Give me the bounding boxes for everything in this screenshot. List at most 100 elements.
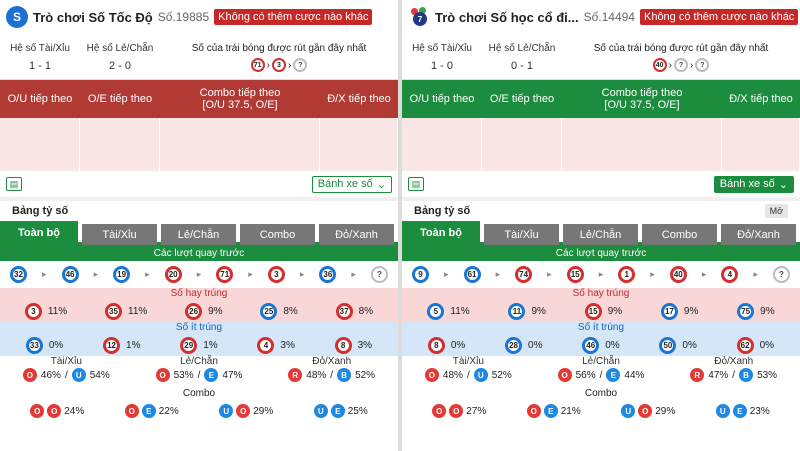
arrow-icon: › — [288, 59, 292, 71]
oe-a-percent: 53% — [173, 369, 194, 381]
result-u-icon: U — [473, 368, 488, 382]
game-logo-icon: S — [6, 6, 28, 28]
combo-percentages: Combo O O 24% O E 22% U O 29% U E 25% — [0, 386, 398, 422]
ball-4: 4 — [721, 266, 739, 283]
cold-number-item: 12 1% — [103, 336, 141, 354]
recent-balls: 40 ›? ›? — [562, 58, 800, 72]
ball-3: 3 — [267, 266, 285, 283]
hot-number-item: 35 11% — [105, 302, 147, 320]
rb-next-cell[interactable] — [320, 118, 398, 170]
oe-label: Lẻ/Chẵn — [180, 356, 218, 367]
hot-number-item: 26 9% — [185, 302, 223, 320]
combo-label: Combo — [182, 388, 216, 399]
game-panel-speed: S Trò chơi Số Tốc Độ Số.19885 Không có t… — [0, 0, 398, 451]
ball-15: 15 — [566, 266, 584, 283]
frequency-percent: 11% — [450, 305, 470, 317]
oe-a-percent: 56% — [575, 369, 596, 381]
rb-b-percent: 52% — [355, 369, 376, 381]
oe-b-percent: 44% — [624, 369, 645, 381]
cold-numbers-label: Số ít trúng — [577, 322, 625, 333]
tab-0[interactable]: Toàn bộ — [0, 221, 78, 245]
ball-61: 61 — [463, 266, 481, 283]
open-button[interactable]: Mở — [764, 204, 788, 218]
result-o-icon: O — [155, 368, 170, 382]
frequency-percent: 1% — [203, 339, 218, 351]
next-bets-header: O/U tiếp theo O/E tiếp theo Combo tiếp t… — [402, 80, 800, 118]
arrow-icon: ▸ — [495, 269, 501, 279]
arrow-icon: ▸ — [196, 269, 202, 279]
ou-next-cell[interactable] — [0, 118, 80, 170]
combo-percentages: Combo O O 27% O E 21% U O 29% U E 23% — [402, 386, 800, 422]
oe-b-percent: 47% — [222, 369, 243, 381]
ball-32: 32 — [10, 266, 27, 283]
panel-header: S Trò chơi Số Tốc Độ Số.19885 Không có t… — [0, 0, 398, 34]
arrow-icon: ▸ — [701, 269, 707, 279]
ball-unknown: ? — [695, 58, 710, 72]
rb-next-cell[interactable] — [722, 118, 800, 170]
cold-numbers: Số ít trúng 8 0% 28 0% 46 0% 50 0% 62 0% — [402, 322, 800, 356]
combo-percent: 29% — [253, 405, 274, 417]
result-u-icon: U — [71, 368, 86, 382]
oe-next-cell[interactable] — [482, 118, 562, 170]
result-b-icon: B — [337, 368, 352, 382]
result-o-icon: O — [47, 404, 62, 418]
rb-next-header: Đ/X tiếp theo — [729, 93, 793, 105]
arrow-icon: › — [668, 59, 672, 71]
result-u-icon: U — [313, 404, 328, 418]
tab-1[interactable]: Tài/Xỉu — [484, 224, 559, 245]
combo-item: U E 25% — [313, 404, 368, 418]
ou-a-percent: 46% — [40, 369, 61, 381]
ball-20: 20 — [164, 266, 182, 283]
oe-ratio-label: Hệ số Lẻ/Chẵn — [86, 43, 154, 54]
tab-0[interactable]: Toàn bộ — [402, 221, 480, 245]
ou-next-header: O/U tiếp theo — [7, 93, 73, 105]
game-panel-classic: 7 Trò chơi Số học cổ đi... Số.14494 Khôn… — [402, 0, 800, 451]
separator: / — [732, 369, 736, 381]
number-wheel-dropdown[interactable]: Bánh xe số ⌄ — [311, 175, 392, 193]
cold-number-item: 28 0% — [505, 336, 543, 354]
tab-1[interactable]: Tài/Xỉu — [82, 224, 157, 245]
rb-next-header: Đ/X tiếp theo — [327, 93, 391, 105]
hot-number-item: 37 8% — [335, 302, 373, 320]
combo-next-cell[interactable] — [160, 118, 320, 170]
number-wheel-dropdown[interactable]: Bánh xe số ⌄ — [713, 175, 794, 193]
result-o-icon: O — [22, 368, 37, 382]
combo-percent: 27% — [466, 405, 487, 417]
tab-2[interactable]: Lẻ/Chẵn — [563, 224, 638, 245]
result-e-icon: E — [141, 404, 156, 418]
result-u-icon: U — [715, 404, 730, 418]
result-o-icon: O — [30, 404, 45, 418]
panel-header: 7 Trò chơi Số học cổ đi... Số.14494 Khôn… — [402, 0, 800, 34]
ou-next-cell[interactable] — [402, 118, 482, 170]
no-more-bets-badge: Không có thêm cược nào khác — [639, 9, 799, 25]
tab-3[interactable]: Combo — [642, 224, 717, 245]
tab-2[interactable]: Lẻ/Chẵn — [161, 224, 236, 245]
ball-8: 8 — [427, 336, 445, 354]
recent-balls-label: Số của trái bóng được rút gần đây nhất — [593, 43, 769, 54]
scoreboard-tabs: Toàn bộ Tài/Xỉu Lẻ/Chẵn Combo Đỏ/Xanh — [0, 221, 398, 245]
calculator-icon[interactable]: ▤ — [408, 177, 424, 191]
tab-3[interactable]: Combo — [240, 224, 315, 245]
tab-4[interactable]: Đỏ/Xanh — [319, 224, 394, 245]
calculator-icon[interactable]: ▤ — [6, 177, 22, 191]
ball-unknown: ? — [674, 58, 688, 72]
rb-a-percent: 47% — [708, 369, 729, 381]
result-o-icon: O — [557, 368, 572, 382]
game-title: Trò chơi Số Tốc Độ — [33, 9, 153, 25]
frequency-percent: 0% — [450, 339, 466, 351]
ball-5: 5 — [427, 302, 445, 320]
result-o-icon: O — [236, 404, 251, 418]
ball-40: 40 — [652, 58, 667, 72]
frequency-percent: 0% — [605, 339, 620, 351]
result-o-icon: O — [124, 404, 139, 418]
oe-next-cell[interactable] — [80, 118, 160, 170]
ou-label: Tài/Xỉu — [452, 356, 484, 367]
oe-next-header: O/E tiếp theo — [489, 93, 555, 105]
tab-4[interactable]: Đỏ/Xanh — [721, 224, 796, 245]
combo-next-cell[interactable] — [562, 118, 722, 170]
result-o-icon: O — [449, 404, 464, 418]
ball-36: 36 — [319, 266, 337, 283]
result-r-icon: R — [288, 368, 303, 382]
combo-item: O O 24% — [30, 404, 84, 418]
combo-percent: 22% — [158, 405, 179, 417]
